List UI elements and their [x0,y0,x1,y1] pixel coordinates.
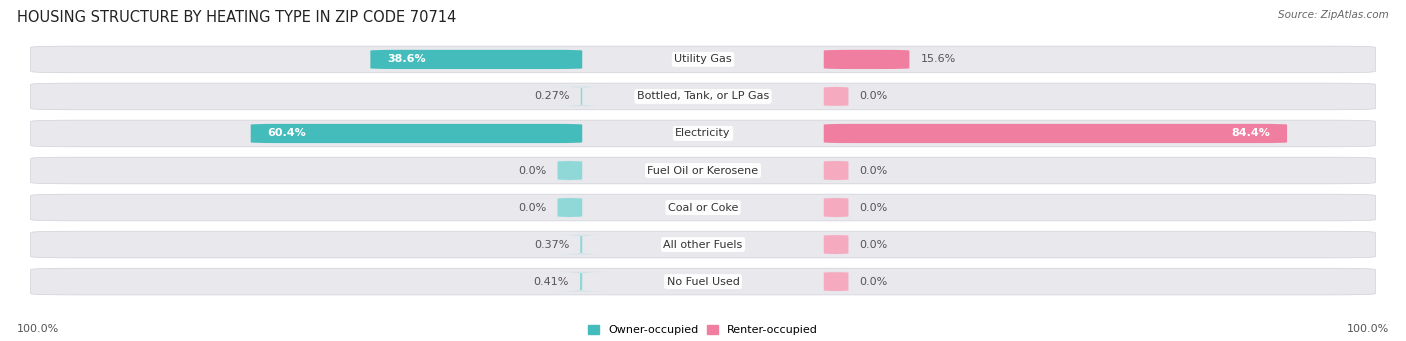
FancyBboxPatch shape [821,87,851,106]
FancyBboxPatch shape [821,161,851,180]
Text: 0.0%: 0.0% [859,239,887,250]
Text: 15.6%: 15.6% [921,55,956,64]
Text: 38.6%: 38.6% [387,55,426,64]
Text: 100.0%: 100.0% [17,324,59,334]
Text: Utility Gas: Utility Gas [675,55,731,64]
FancyBboxPatch shape [31,231,1375,258]
Text: 60.4%: 60.4% [267,129,307,138]
FancyBboxPatch shape [31,194,1375,221]
FancyBboxPatch shape [821,272,851,291]
Text: All other Fuels: All other Fuels [664,239,742,250]
Text: 0.0%: 0.0% [519,203,547,212]
Text: Fuel Oil or Kerosene: Fuel Oil or Kerosene [647,165,759,176]
FancyBboxPatch shape [555,235,607,254]
FancyBboxPatch shape [555,198,585,217]
Text: Electricity: Electricity [675,129,731,138]
Text: Bottled, Tank, or LP Gas: Bottled, Tank, or LP Gas [637,91,769,102]
FancyBboxPatch shape [824,124,1286,143]
Text: 0.0%: 0.0% [859,165,887,176]
FancyBboxPatch shape [31,120,1375,147]
Text: No Fuel Used: No Fuel Used [666,277,740,286]
FancyBboxPatch shape [31,46,1375,73]
FancyBboxPatch shape [31,83,1375,110]
FancyBboxPatch shape [31,268,1375,295]
Text: 0.27%: 0.27% [534,91,569,102]
Text: 0.41%: 0.41% [534,277,569,286]
Legend: Owner-occupied, Renter-occupied: Owner-occupied, Renter-occupied [588,325,818,336]
FancyBboxPatch shape [824,50,910,69]
FancyBboxPatch shape [555,272,607,291]
Text: Coal or Coke: Coal or Coke [668,203,738,212]
FancyBboxPatch shape [31,157,1375,184]
FancyBboxPatch shape [821,235,851,254]
Text: Source: ZipAtlas.com: Source: ZipAtlas.com [1278,10,1389,20]
FancyBboxPatch shape [555,87,609,106]
FancyBboxPatch shape [250,124,582,143]
Text: 100.0%: 100.0% [1347,324,1389,334]
Text: 84.4%: 84.4% [1232,129,1271,138]
FancyBboxPatch shape [555,161,585,180]
FancyBboxPatch shape [370,50,582,69]
Text: 0.0%: 0.0% [519,165,547,176]
Text: 0.0%: 0.0% [859,203,887,212]
Text: HOUSING STRUCTURE BY HEATING TYPE IN ZIP CODE 70714: HOUSING STRUCTURE BY HEATING TYPE IN ZIP… [17,10,456,25]
Text: 0.0%: 0.0% [859,277,887,286]
Text: 0.0%: 0.0% [859,91,887,102]
FancyBboxPatch shape [821,198,851,217]
Text: 0.37%: 0.37% [534,239,569,250]
